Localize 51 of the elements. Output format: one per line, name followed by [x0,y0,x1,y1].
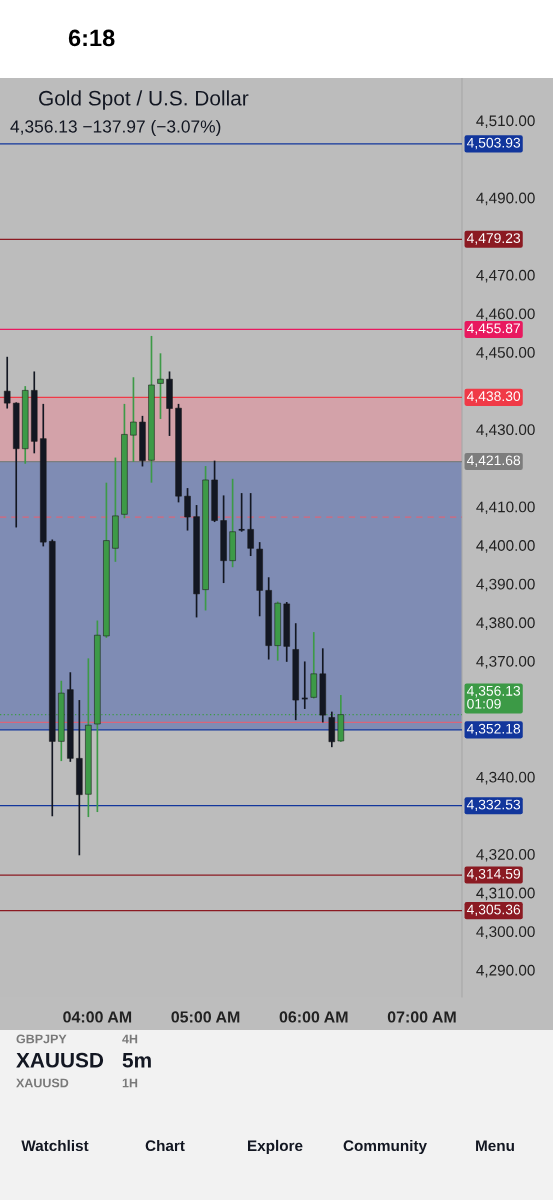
candlestick [237,492,246,533]
y-tick-label: 4,320.00 [476,849,535,862]
ref-line-label: 4,356.13 01:09 [466,685,521,709]
y-tick-label: 4,450.00 [476,347,535,360]
text: Menu [476,1140,514,1152]
y-tick-label: 4,290.00 [476,964,535,978]
ref-line-label: 4,314.59 [466,868,521,881]
ref-line-label: 4,438.30 [466,391,521,403]
y-tick-label: 4,430.00 [476,424,535,437]
y-tick-label: 4,370.00 [476,655,535,669]
y-tick-label: 4,340.00 [476,771,535,785]
ref-line-label: 4,421.68 [466,455,521,467]
candlestick [4,355,11,410]
x-tick-label: 06:00 AM [279,1011,348,1023]
text: XAUUSD [16,1078,69,1088]
text: Community [343,1139,427,1155]
x-tick-label: 04:00 AM [63,1011,132,1023]
text: 6:18 [68,29,115,47]
ref-line-label: 4,503.93 [466,137,521,150]
text: XAUUSD [16,1052,104,1068]
ref-line-label: 4,352.18 [466,723,521,736]
text: Chart [145,1139,185,1152]
text: Watchlist [21,1139,89,1152]
ref-line-label: 4,479.23 [466,233,521,245]
ref-line-label: 4,455.87 [466,323,520,335]
y-tick-label: 4,410.00 [476,501,535,515]
text: 1H [122,1078,138,1088]
y-tick-label: 4,470.00 [476,269,535,283]
text: Explore [248,1139,303,1155]
candlestick [310,631,317,700]
ref-line-label: 4,332.53 [466,799,521,812]
y-tick-label: 4,400.00 [476,540,535,553]
y-tick-label: 4,300.00 [476,926,535,939]
candlestick [157,352,164,420]
x-tick-label: 05:00 AM [171,1011,240,1023]
text: 5m [122,1053,151,1068]
text: 4H [122,1034,138,1044]
text: Gold Spot / U.S. Dollar [39,90,249,110]
text: GBPJPY [16,1034,67,1044]
x-tick-label: 07:00 AM [387,1011,456,1023]
y-tick-label: 4,490.00 [476,192,535,206]
ref-line-label: 4,305.36 [466,904,521,917]
y-tick-label: 4,510.00 [476,115,535,128]
candlestick [184,487,191,532]
y-tick-label: 4,310.00 [476,887,535,901]
y-tick-label: 4,380.00 [476,617,535,630]
y-tick-label: 4,460.00 [476,308,535,322]
y-tick-label: 4,390.00 [476,578,535,592]
candlestick [130,376,137,463]
text: 4,356.13 −137.97 (−3.07%) [10,119,221,137]
candlestick [247,492,254,557]
